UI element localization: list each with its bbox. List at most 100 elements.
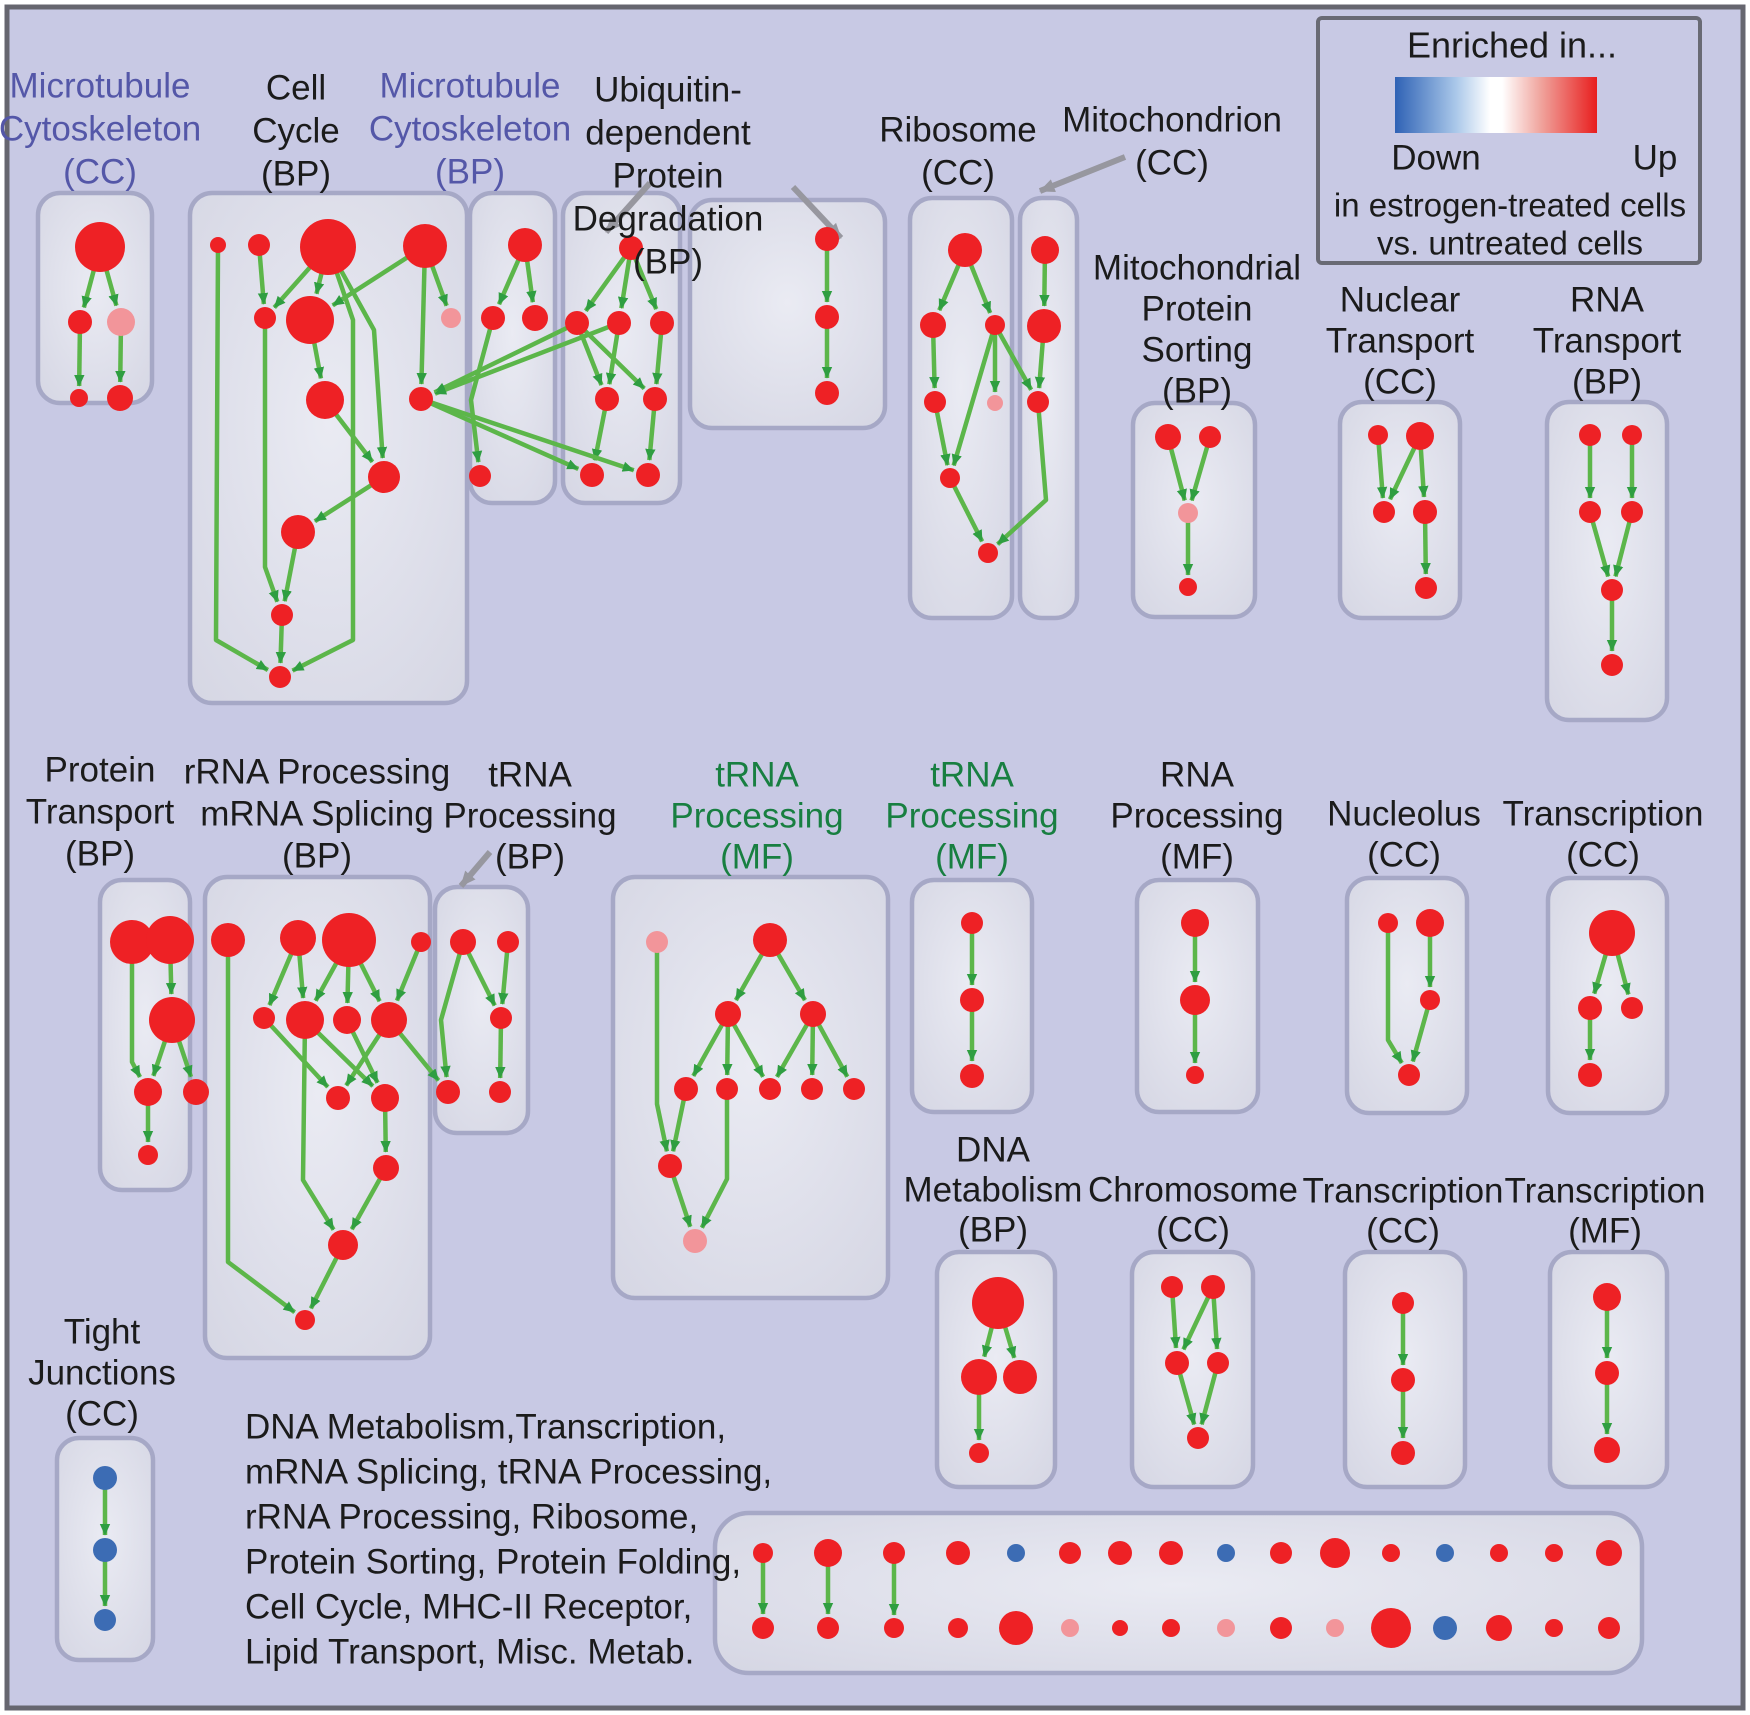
chr-box <box>1129 1249 1256 1490</box>
nt-label-line: (CC) <box>1363 363 1437 402</box>
node-trna_mf1-g10 <box>658 1154 682 1178</box>
node-mt_bp-t2 <box>481 306 505 330</box>
node-misc-wt15 <box>1545 1544 1563 1562</box>
chr-label-line: Chromosome <box>1088 1171 1298 1210</box>
node-trna_bp-k4 <box>436 1080 460 1104</box>
node-trna_mf1-g3 <box>715 1001 741 1027</box>
node-dm-d1 <box>972 1277 1024 1329</box>
node-cc-c11 <box>281 515 315 549</box>
node-rrna-a13 <box>295 1310 315 1330</box>
node-tmf-z2 <box>1595 1361 1619 1385</box>
node-misc-wb14 <box>1486 1615 1512 1641</box>
node-tc2-f1 <box>1392 1292 1414 1314</box>
node-trna_bp-k2 <box>497 931 519 953</box>
node-misc-wb4 <box>948 1618 968 1638</box>
node-rrna-a7 <box>333 1006 361 1034</box>
trna_bp-label-line: tRNA <box>488 756 572 795</box>
node-misc-wt6 <box>1059 1542 1081 1564</box>
trna-bp-arrow <box>458 850 493 888</box>
node-rp_mf-w3 <box>1186 1066 1204 1084</box>
node-cc-c6 <box>286 296 334 344</box>
node-rt-x6 <box>1601 654 1623 676</box>
edge-arrow <box>951 324 998 467</box>
node-trna_mf1-g9 <box>843 1078 865 1100</box>
tmf-label-line: (MF) <box>1568 1212 1642 1251</box>
node-rp_mf-w2 <box>1180 985 1210 1015</box>
node-ribo-r1 <box>948 233 982 267</box>
node-tc2-f2 <box>1391 1368 1415 1392</box>
edge-arrow <box>1189 436 1213 502</box>
node-trna_mf2-h3 <box>960 1064 984 1088</box>
node-trna_mf1-g2 <box>753 923 787 957</box>
edge-arrow <box>996 401 1049 546</box>
node-rrna-a8 <box>371 1002 407 1038</box>
node-trna_mf2-h2 <box>960 988 984 1012</box>
node-ubq_chain-q1 <box>815 227 839 251</box>
node-rrna-a6 <box>286 1001 324 1039</box>
tc2-label-line: (CC) <box>1366 1212 1440 1251</box>
node-ribo-r5 <box>987 395 1003 411</box>
edge-arrow <box>654 942 670 1152</box>
node-misc-wt14 <box>1490 1544 1508 1562</box>
mps-label-line: (BP) <box>1162 372 1232 411</box>
node-trna_mf1-g6 <box>716 1078 738 1100</box>
node-chr-e3 <box>1165 1351 1189 1375</box>
legend-title: Enriched in... <box>1407 25 1617 66</box>
tc1-box <box>1545 875 1670 1116</box>
node-ubq-u4 <box>650 311 674 335</box>
edge-arrow <box>1375 434 1388 499</box>
edge-arrow <box>394 941 424 1002</box>
rrna-label-line: mRNA Splicing <box>200 795 433 834</box>
node-ubq_chain-q2 <box>815 305 839 329</box>
edge-arrow <box>583 246 633 313</box>
node-mps-s3 <box>1178 503 1198 523</box>
misc-categories-text-line: rRNA Processing, Ribosome, <box>245 1498 698 1537</box>
node-trna_mf1-g7 <box>759 1078 781 1100</box>
labels-layer: Microtubule Cytoskeleton (CC) Cell Cycle (BP)… <box>0 25 1706 1672</box>
nt-label-line: Nuclear <box>1340 281 1461 320</box>
node-ribo-r6 <box>940 468 960 488</box>
ubq_chain-box <box>687 197 888 431</box>
node-rrna-a9 <box>326 1086 350 1110</box>
node-cc-c1 <box>210 237 226 253</box>
node-pt-p3 <box>149 997 195 1043</box>
edge-arrow <box>438 941 466 1078</box>
edge-arrow <box>434 320 620 396</box>
node-mps-s2 <box>1199 426 1221 448</box>
ubq-label-line: dependent <box>585 114 751 153</box>
node-mt_cc-n5 <box>107 385 133 411</box>
node-rt-x5 <box>1601 579 1623 601</box>
node-cc-c10 <box>368 461 400 493</box>
edge-arrow <box>420 396 580 471</box>
node-ubq-u1 <box>619 236 643 260</box>
misc-categories-text-line: mRNA Splicing, tRNA Processing, <box>245 1453 772 1492</box>
trna_bp-label-line: Processing <box>443 797 616 836</box>
ubq-box <box>560 190 683 506</box>
node-rrna-a11 <box>373 1155 399 1181</box>
node-pt-p6 <box>138 1145 158 1165</box>
misc-categories-text-line: Cell Cycle, MHC-II Receptor, <box>245 1588 692 1627</box>
edge-arrow <box>1410 999 1433 1063</box>
dm-box <box>934 1249 1058 1490</box>
node-misc-wb12 <box>1371 1608 1411 1648</box>
node-chr-e1 <box>1161 1276 1183 1298</box>
node-rt-x3 <box>1579 501 1601 523</box>
node-misc-wb1 <box>752 1617 774 1639</box>
trna_mf1-label-line: Processing <box>670 797 843 836</box>
node-cc-c2 <box>248 234 270 256</box>
chr-label-line: (CC) <box>1156 1211 1230 1250</box>
mt_cc-label-line: Cytoskeleton <box>0 110 201 149</box>
edge-arrow <box>1587 511 1611 578</box>
edge-arrow <box>300 1019 336 1231</box>
node-trna_mf1-g4 <box>800 1001 826 1027</box>
dm-label-line: DNA <box>956 1131 1031 1170</box>
node-ubq-u6 <box>643 387 667 411</box>
node-misc-wt1 <box>753 1543 773 1563</box>
node-misc-wb10 <box>1270 1617 1292 1639</box>
edge-arrow <box>213 244 270 672</box>
node-nuc-o3 <box>1420 990 1440 1010</box>
node-nuc-o1 <box>1378 913 1398 933</box>
rp_mf-label-line: RNA <box>1160 756 1235 795</box>
trna_mf1-box <box>610 874 891 1301</box>
node-misc-wb7 <box>1112 1620 1128 1636</box>
